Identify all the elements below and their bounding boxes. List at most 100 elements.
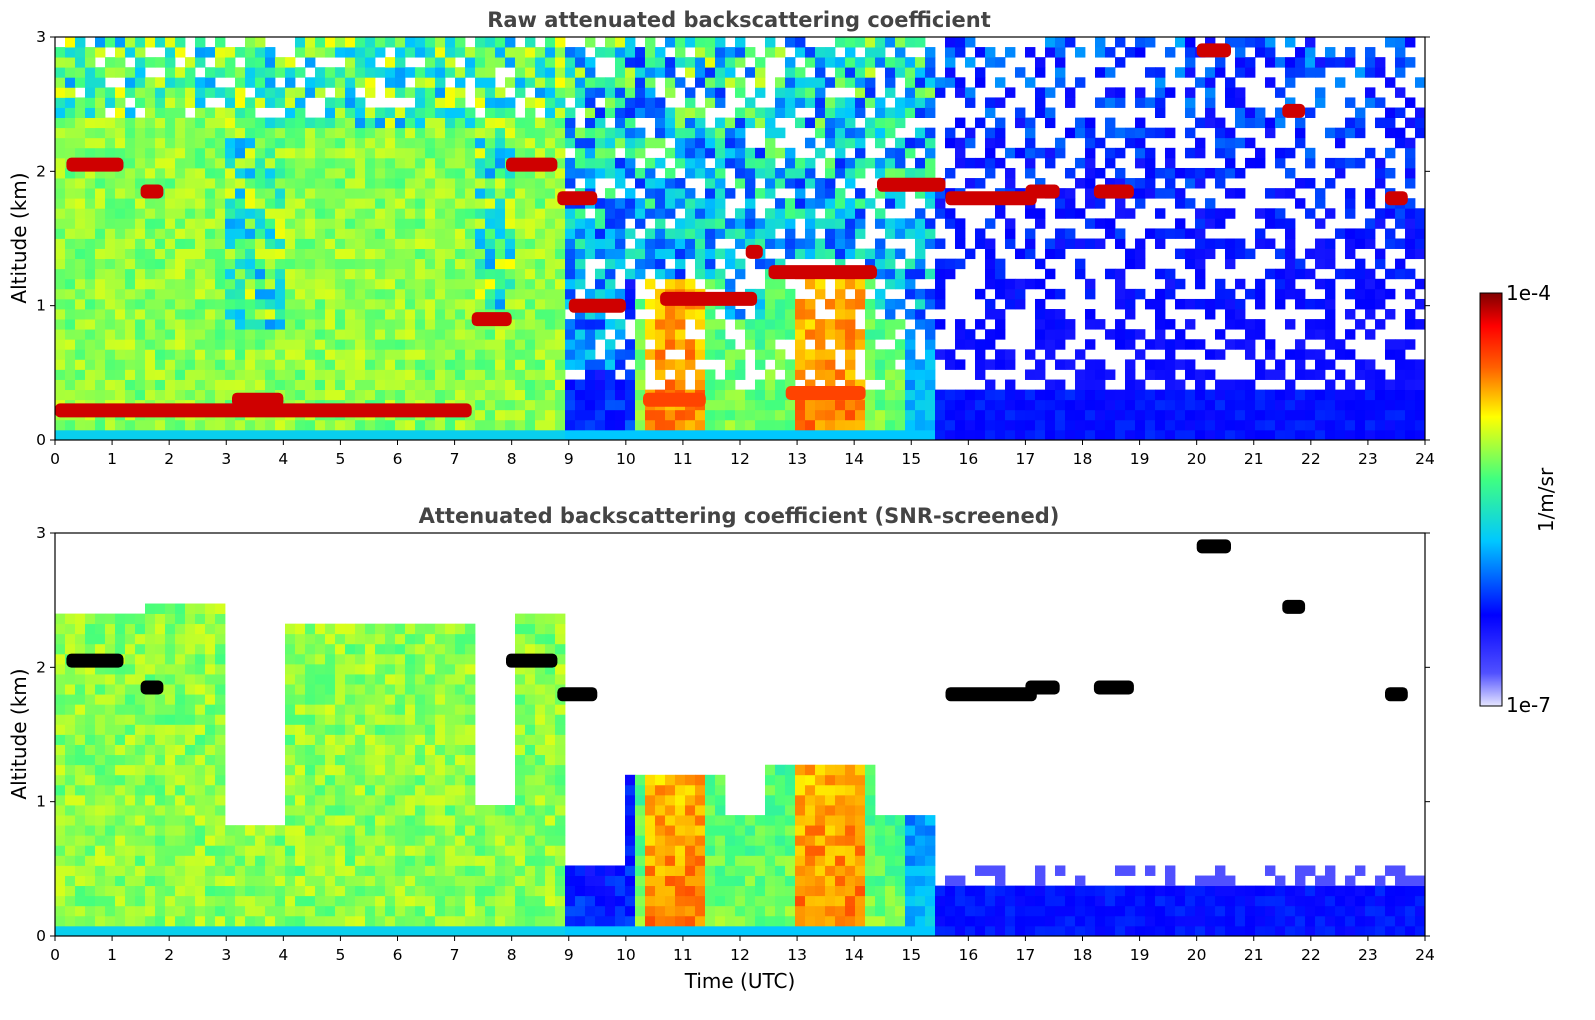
heatmap-cell	[555, 137, 566, 149]
heatmap-cell	[1155, 97, 1166, 108]
heatmap-cell	[885, 419, 896, 431]
heatmap-cell	[55, 694, 66, 705]
heatmap-cell	[65, 87, 76, 98]
heatmap-cell	[885, 67, 896, 78]
heatmap-cell	[625, 57, 636, 68]
heatmap-cell	[1165, 147, 1176, 159]
heatmap-cell	[695, 238, 706, 249]
heatmap-cell	[345, 77, 356, 88]
heatmap-cell	[225, 369, 236, 380]
heatmap-cell	[925, 47, 936, 58]
heatmap-cell	[155, 198, 166, 209]
heatmap-cell	[55, 613, 66, 625]
heatmap-cell	[285, 845, 296, 856]
heatmap-cell	[755, 87, 766, 98]
heatmap-cell	[465, 137, 476, 149]
heatmap-cell	[65, 623, 76, 635]
heatmap-cell	[185, 754, 196, 766]
heatmap-cell	[1125, 137, 1136, 149]
heatmap-cell	[865, 278, 876, 290]
heatmap-cell	[575, 157, 586, 169]
heatmap-cell	[55, 429, 66, 441]
heatmap-cell	[165, 47, 176, 58]
heatmap-cell	[825, 399, 836, 411]
heatmap-cell	[645, 258, 656, 270]
heatmap-cell	[1205, 409, 1216, 421]
heatmap-cell	[1285, 319, 1296, 330]
heatmap-cell	[175, 97, 186, 108]
heatmap-cell	[1295, 137, 1306, 149]
heatmap-cell	[555, 178, 566, 189]
heatmap-cell	[195, 875, 206, 887]
heatmap-cell	[1045, 399, 1056, 411]
heatmap-cell	[595, 167, 606, 179]
heatmap-cell	[1145, 298, 1156, 310]
heatmap-cell	[185, 278, 196, 290]
heatmap-cell	[585, 319, 596, 330]
heatmap-cell	[395, 157, 406, 169]
heatmap-cell	[485, 369, 496, 380]
heatmap-cell	[155, 744, 166, 756]
heatmap-cell	[955, 228, 966, 239]
heatmap-cell	[315, 339, 326, 350]
heatmap-cell	[95, 319, 106, 330]
heatmap-cell	[215, 369, 226, 380]
heatmap-cell	[1115, 167, 1126, 179]
heatmap-cell	[365, 198, 376, 209]
heatmap-cell	[1225, 319, 1236, 330]
heatmap-cell	[555, 167, 566, 179]
heatmap-cell	[225, 167, 236, 179]
heatmap-cell	[865, 349, 876, 360]
heatmap-cell	[505, 238, 516, 249]
heatmap-cell	[1405, 379, 1416, 391]
panel-screened: Attenuated backscattering coefficient (S…	[7, 504, 1435, 993]
heatmap-cell	[235, 865, 246, 876]
heatmap-cell	[435, 67, 446, 78]
heatmap-cell	[1415, 419, 1426, 431]
heatmap-cell	[115, 429, 126, 441]
heatmap-cell	[1355, 157, 1366, 169]
heatmap-cell	[95, 298, 106, 310]
heatmap-cell	[1285, 258, 1296, 270]
heatmap-cell	[815, 409, 826, 421]
cloud-layer	[506, 157, 558, 172]
heatmap-cell	[685, 157, 696, 169]
heatmap-cell	[305, 278, 316, 290]
heatmap-cell	[115, 774, 126, 786]
heatmap-cell	[75, 127, 86, 139]
heatmap-cell	[1115, 329, 1126, 340]
heatmap-cell	[1095, 389, 1106, 401]
heatmap-cell	[85, 97, 96, 108]
heatmap-cell	[295, 724, 306, 735]
heatmap-cell	[415, 268, 426, 280]
heatmap-cell	[615, 399, 626, 411]
heatmap-cell	[195, 714, 206, 725]
heatmap-cell	[1385, 37, 1396, 48]
heatmap-cell	[285, 228, 296, 239]
heatmap-cell	[145, 238, 156, 249]
heatmap-cell	[105, 845, 116, 856]
heatmap-cell	[305, 915, 316, 927]
heatmap-cell	[65, 97, 76, 108]
heatmap-cell	[1385, 399, 1396, 411]
heatmap-cell	[655, 248, 666, 260]
heatmap-cell	[95, 127, 106, 139]
heatmap-cell	[805, 47, 816, 58]
heatmap-cell	[525, 238, 536, 249]
heatmap-cell	[195, 248, 206, 260]
heatmap-cell	[985, 298, 996, 310]
heatmap-cell	[535, 329, 546, 340]
heatmap-cell	[465, 198, 476, 209]
heatmap-cell	[215, 419, 226, 431]
heatmap-cell	[665, 238, 676, 249]
heatmap-cell	[205, 724, 216, 735]
heatmap-cell	[165, 67, 176, 78]
heatmap-cell	[1265, 268, 1276, 280]
heatmap-cell	[1015, 429, 1026, 441]
heatmap-cell	[645, 107, 656, 118]
heatmap-cell	[95, 855, 106, 866]
heatmap-cell	[525, 107, 536, 118]
heatmap-cell	[1085, 167, 1096, 179]
heatmap-cell	[125, 369, 136, 380]
heatmap-cell	[395, 198, 406, 209]
